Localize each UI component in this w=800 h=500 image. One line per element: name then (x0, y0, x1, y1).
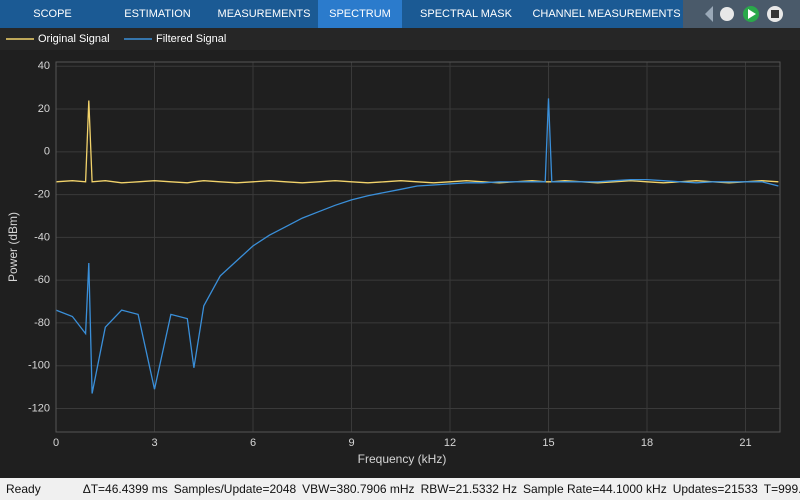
toolbar: SCOPE ESTIMATION MEASUREMENTS SPECTRUM SPECT… (0, 0, 800, 28)
run-glyph (748, 9, 756, 19)
tab[interactable]: SPECTRUM (318, 0, 402, 28)
tab[interactable]: SPECTRAL MASK (420, 8, 512, 20)
y-tick-label: -100 (28, 360, 50, 372)
x-tick-label: 9 (348, 437, 354, 449)
y-tick-label: 40 (38, 60, 50, 72)
x-tick-label: 0 (53, 437, 59, 449)
toolbar-icons (683, 0, 800, 28)
tab[interactable]: SCOPE (33, 8, 72, 20)
x-tick-label: 12 (444, 437, 456, 449)
tab[interactable]: MEASUREMENTS (217, 8, 311, 20)
icon-set (705, 6, 783, 22)
legend-label[interactable]: Original Signal (38, 33, 110, 45)
y-tick-label: -20 (34, 189, 50, 201)
y-tick-label: -80 (34, 317, 50, 329)
x-axis-label: Frequency (kHz) (358, 452, 447, 466)
status-bar: Ready ΔT=46.4399 ms Samples/Update=2048 VBW… (0, 478, 800, 500)
y-tick-label: -60 (34, 274, 50, 286)
status-item: Samples/Update=2048 (173, 482, 297, 496)
plot-area (55, 61, 781, 433)
y-tick-label: -120 (28, 402, 50, 414)
chart: Frequency (kHz) Power (dBm) -120 -100 -80 -… (6, 60, 781, 466)
series-line (55, 98, 779, 394)
x-tick-label: 3 (151, 437, 157, 449)
y-tick-label: -40 (34, 231, 50, 243)
status-item: RBW=21.5332 Hz (420, 482, 517, 496)
tab[interactable]: ESTIMATION (124, 8, 191, 20)
status-item: ΔT=46.4399 ms (82, 482, 168, 496)
y-axis-label: Power (dBm) (6, 212, 20, 282)
series-line (55, 100, 779, 184)
status-state: Ready (6, 482, 41, 496)
status-item: T=999.9 (763, 482, 800, 496)
x-tick-label: 6 (250, 437, 256, 449)
y-tick-label: 20 (38, 103, 50, 115)
status-item: Updates=21533 (672, 482, 758, 496)
y-tick-label: 0 (44, 146, 50, 158)
legend: Original Signal Filtered Signal (0, 28, 800, 50)
legend-label[interactable]: Filtered Signal (156, 33, 226, 45)
tab[interactable]: CHANNEL MEASUREMENTS (532, 8, 681, 20)
status-item: VBW=380.7906 mHz (302, 482, 415, 496)
stop-glyph (771, 10, 779, 18)
back-icon[interactable] (705, 6, 713, 22)
status-item: Sample Rate=44.1000 kHz (522, 482, 667, 496)
settings-icon[interactable] (720, 7, 734, 21)
x-tick-label: 18 (641, 437, 653, 449)
x-tick-label: 21 (739, 437, 751, 449)
x-tick-label: 15 (542, 437, 554, 449)
